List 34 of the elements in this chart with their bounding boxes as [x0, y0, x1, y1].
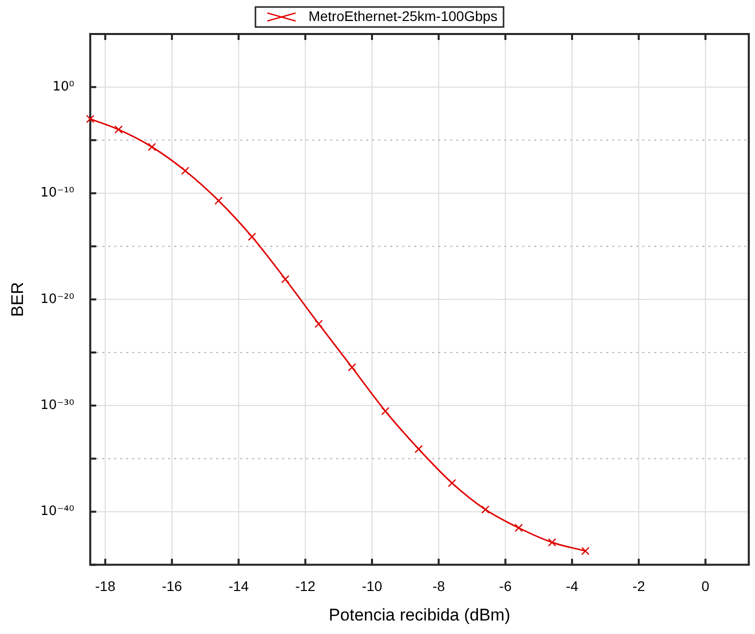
y-axis-title: BER — [8, 282, 27, 317]
point — [248, 232, 256, 241]
point — [348, 363, 356, 372]
point — [314, 320, 323, 328]
x-tick-label: -14 — [228, 578, 249, 594]
point — [86, 114, 94, 124]
point — [481, 505, 490, 514]
legend-label: MetroEthernet-25km-100Gbps — [308, 8, 498, 24]
y-tick-label: 10⁻³⁰ — [40, 398, 74, 413]
point — [214, 196, 223, 205]
x-tick-label: -12 — [295, 578, 316, 594]
point — [281, 275, 290, 284]
y-tick-label: 10⁰ — [52, 79, 74, 94]
x-axis-title: Potencia recibida (dBm) — [328, 605, 510, 624]
x-tick-label: -2 — [632, 578, 646, 594]
y-tick-label: 10⁻⁴⁰ — [40, 504, 74, 520]
point — [414, 444, 423, 454]
point — [181, 166, 190, 175]
point — [148, 142, 156, 152]
y-tick-label: 10⁻¹⁰ — [40, 186, 74, 201]
x-tick-label: -18 — [95, 578, 116, 594]
x-tick-label: -6 — [499, 578, 512, 594]
point — [514, 524, 523, 532]
x-tick-label: -4 — [566, 578, 579, 594]
point — [548, 538, 556, 546]
x-tick-label: -8 — [432, 578, 446, 594]
point — [581, 546, 590, 556]
x-tick-label: -16 — [162, 578, 182, 594]
point — [114, 125, 123, 134]
point — [381, 406, 390, 416]
x-tick-label: -10 — [362, 578, 382, 594]
y-tick-label: 10⁻²⁰ — [40, 292, 74, 307]
point — [448, 478, 456, 488]
x-tick-label: 0 — [702, 578, 710, 594]
